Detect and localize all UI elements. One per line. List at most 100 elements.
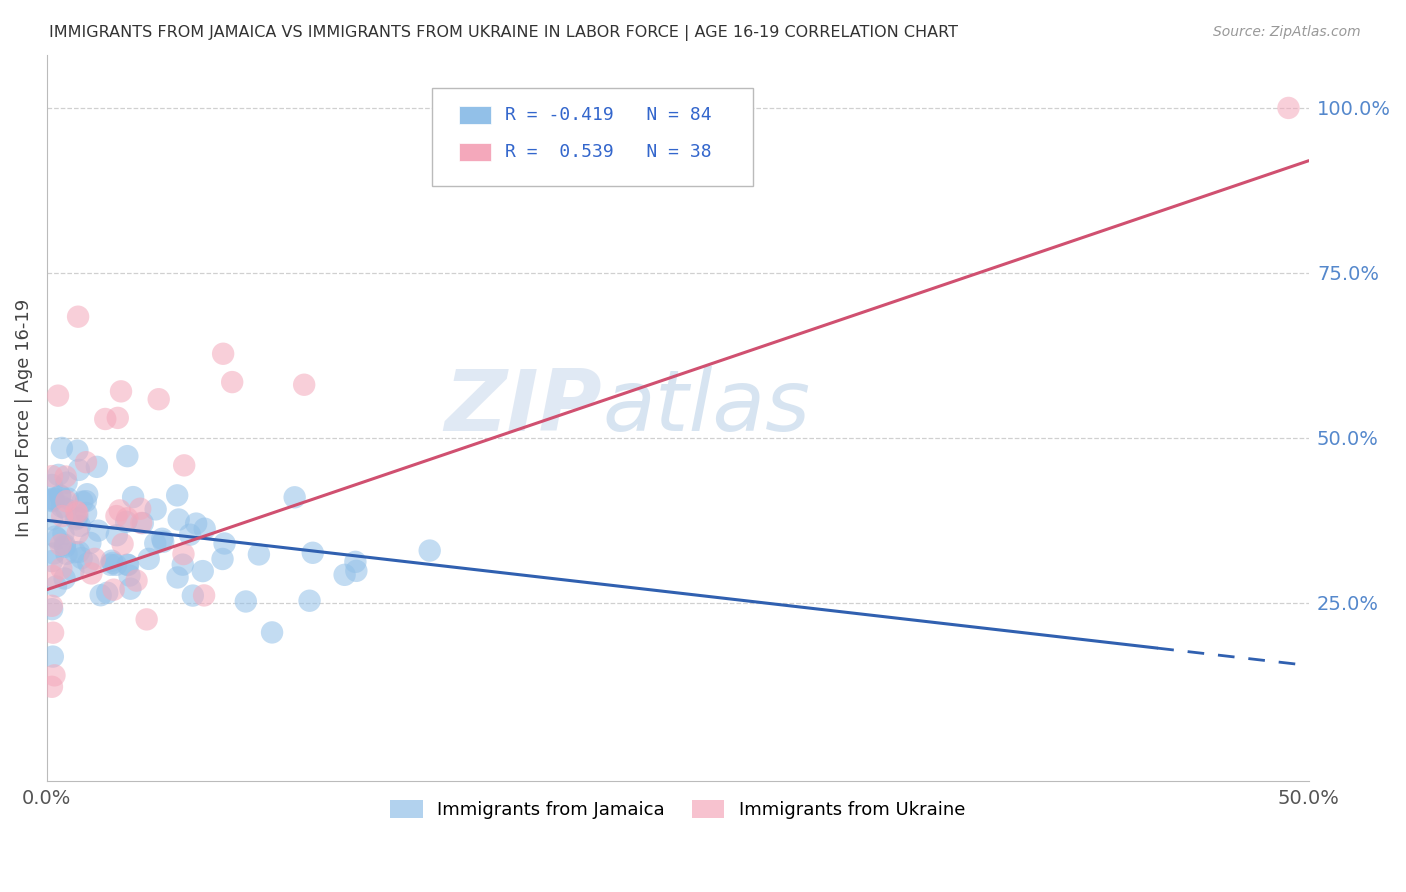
Point <box>55 502 77 516</box>
Text: IMMIGRANTS FROM JAMAICA VS IMMIGRANTS FROM UKRAINE IN LABOR FORCE | AGE 16-19 CO: IMMIGRANTS FROM JAMAICA VS IMMIGRANTS FR… <box>49 25 959 41</box>
Point <box>117 449 139 463</box>
Point <box>67 545 90 559</box>
Text: ZIP: ZIP <box>444 366 602 449</box>
Point <box>90 588 112 602</box>
Point <box>66 526 89 541</box>
Point <box>117 558 139 572</box>
Point <box>118 568 141 582</box>
Point <box>55 469 77 483</box>
Point <box>117 558 139 572</box>
Point <box>129 501 152 516</box>
Point <box>44 668 66 682</box>
Point <box>117 511 139 525</box>
Point <box>292 377 315 392</box>
Point <box>53 572 76 586</box>
Point <box>96 586 118 600</box>
Point <box>122 490 145 504</box>
Point <box>66 506 89 520</box>
Point <box>42 625 65 640</box>
Point <box>143 536 166 550</box>
Point <box>132 516 155 530</box>
Point <box>83 552 105 566</box>
Point <box>101 556 124 570</box>
Point <box>344 564 367 578</box>
Text: R =  0.539   N = 38: R = 0.539 N = 38 <box>505 143 711 161</box>
Point <box>186 516 208 531</box>
Point <box>125 574 148 588</box>
Point <box>46 532 69 546</box>
Point <box>87 524 110 538</box>
Point <box>51 508 73 523</box>
Point <box>167 512 190 526</box>
Point <box>41 491 63 506</box>
Point <box>181 589 204 603</box>
Point <box>55 494 77 508</box>
Point <box>333 567 356 582</box>
Point <box>67 463 90 477</box>
Point <box>111 537 134 551</box>
Point <box>150 532 173 546</box>
Point <box>48 467 70 482</box>
Point <box>80 566 103 581</box>
Point <box>72 494 94 508</box>
Point <box>419 543 441 558</box>
FancyBboxPatch shape <box>432 87 754 186</box>
Point <box>104 558 127 572</box>
Point <box>41 493 63 508</box>
Point <box>41 494 63 508</box>
Point <box>344 555 367 569</box>
Point <box>115 515 138 529</box>
Point <box>301 546 323 560</box>
Point <box>41 599 63 613</box>
Point <box>214 536 236 550</box>
FancyBboxPatch shape <box>460 143 491 161</box>
Point <box>70 551 93 566</box>
Point <box>52 527 75 541</box>
Point <box>194 522 217 536</box>
Point <box>49 489 72 503</box>
Point <box>55 475 77 490</box>
Point <box>75 506 97 520</box>
Point <box>100 554 122 568</box>
Point <box>51 500 73 514</box>
Point <box>51 441 73 455</box>
Text: atlas: atlas <box>602 366 810 449</box>
Point <box>55 547 77 561</box>
Point <box>41 478 63 492</box>
Point <box>110 384 132 399</box>
Point <box>76 487 98 501</box>
Point <box>49 538 72 552</box>
FancyBboxPatch shape <box>460 106 491 125</box>
Point <box>173 458 195 473</box>
Point <box>100 558 122 572</box>
Point <box>62 564 84 578</box>
Point <box>46 389 69 403</box>
Point <box>145 502 167 516</box>
Point <box>105 528 128 542</box>
Point <box>44 530 66 544</box>
Point <box>152 534 174 549</box>
Point <box>51 561 73 575</box>
Point <box>69 518 91 533</box>
Point <box>42 649 65 664</box>
Point <box>41 680 63 694</box>
Point <box>41 554 63 568</box>
Point <box>65 504 87 518</box>
Point <box>262 625 284 640</box>
Point <box>172 558 194 572</box>
Point <box>75 494 97 508</box>
Point <box>107 410 129 425</box>
Point <box>75 455 97 469</box>
Point <box>191 564 214 578</box>
Point <box>86 459 108 474</box>
Point <box>94 412 117 426</box>
Point <box>41 469 63 483</box>
Point <box>138 552 160 566</box>
Point <box>41 569 63 583</box>
Point <box>53 538 76 552</box>
Point <box>1277 101 1299 115</box>
Point <box>66 510 89 524</box>
Text: Source: ZipAtlas.com: Source: ZipAtlas.com <box>1213 25 1361 39</box>
Point <box>284 491 307 505</box>
Point <box>179 527 201 541</box>
